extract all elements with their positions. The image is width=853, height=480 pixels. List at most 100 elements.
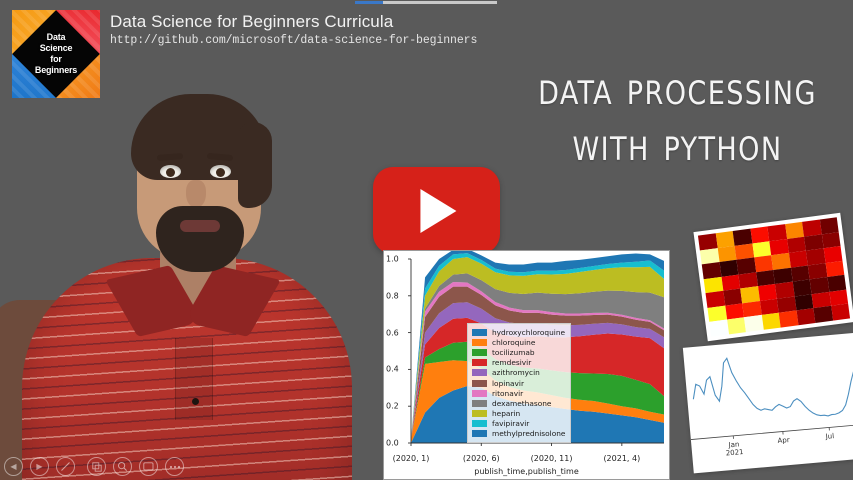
note-icon bbox=[143, 462, 154, 471]
line-chart-x-tick-label: Jul bbox=[825, 432, 835, 441]
presenter-nose bbox=[186, 180, 206, 208]
chart-x-tick: (2021, 4) bbox=[603, 454, 641, 463]
legend-item[interactable]: favipiravir bbox=[472, 419, 565, 429]
search-icon bbox=[118, 462, 127, 471]
shirt-button bbox=[192, 398, 199, 405]
line-chart-axis bbox=[690, 423, 853, 440]
legend-label: hydroxychloroquine bbox=[492, 327, 566, 337]
presenter-pupil-right bbox=[216, 168, 225, 177]
youtube-play-badge[interactable] bbox=[373, 167, 500, 254]
legend-label: favipiravir bbox=[492, 419, 530, 429]
legend-swatch bbox=[472, 399, 487, 407]
slide-title-line-1: Data Processing bbox=[538, 61, 817, 115]
legend-item[interactable]: heparin bbox=[472, 409, 565, 419]
area-band-favipiravir bbox=[411, 253, 664, 440]
legend-swatch bbox=[472, 328, 487, 336]
play-button[interactable]: ▶ bbox=[30, 457, 49, 476]
legend-swatch bbox=[472, 338, 487, 346]
legend-swatch bbox=[472, 430, 487, 438]
legend-item[interactable]: dexamethasone bbox=[472, 398, 565, 408]
legend-label: heparin bbox=[492, 409, 521, 419]
chart-legend: hydroxychloroquine chloroquine tocilizumab… bbox=[467, 323, 572, 444]
chart-y-tick: 0.6 bbox=[386, 328, 399, 338]
legend-swatch bbox=[472, 359, 487, 367]
video-progress-track[interactable] bbox=[355, 1, 497, 4]
area-band-heparin bbox=[411, 257, 664, 440]
heatmap-grid bbox=[697, 217, 851, 337]
play-icon: ▶ bbox=[36, 461, 43, 471]
area-band-lopinavir bbox=[411, 286, 664, 440]
line-chart-svg bbox=[690, 357, 853, 440]
video-progress-fill bbox=[355, 1, 384, 4]
repo-url[interactable]: http://github.com/microsoft/data-science… bbox=[110, 34, 478, 47]
legend-item[interactable]: methylprednisolone bbox=[472, 429, 565, 439]
ellipsis-icon bbox=[169, 465, 180, 468]
line-chart-series bbox=[692, 357, 853, 417]
legend-item[interactable]: remdesivir bbox=[472, 358, 565, 368]
heatmap-cell bbox=[761, 313, 781, 330]
logo-line-1: Data bbox=[46, 32, 66, 42]
slide-title: Data Processing with Python bbox=[515, 60, 839, 172]
logo-line-3: for bbox=[50, 54, 62, 64]
line-chart-x-tick: Jan 2021 bbox=[725, 440, 743, 457]
player-toolbar: ◀ ▶ bbox=[4, 457, 184, 476]
stacked-area-chart: 0.0 0.2 0.4 0.6 0.8 1.0 (2020, 1) (2020, 6) (20… bbox=[383, 250, 670, 480]
line-chart-figure: Jan 2021 Apr Jul bbox=[682, 332, 853, 474]
heatmap-cell bbox=[709, 319, 729, 337]
presenter-mouth bbox=[180, 220, 220, 232]
logo-line-2: Science bbox=[39, 43, 73, 53]
line-chart-x-tick: Jul bbox=[825, 432, 834, 441]
header: Data Science for Beginners Curricula htt… bbox=[110, 11, 477, 48]
presenter-pupil-left bbox=[166, 168, 175, 177]
legend-swatch bbox=[472, 348, 487, 356]
play-triangle-icon bbox=[419, 188, 456, 233]
chart-x-tick: (2020, 1) bbox=[392, 454, 430, 463]
copy-icon bbox=[91, 461, 102, 472]
legend-item[interactable]: chloroquine bbox=[472, 337, 565, 347]
chart-y-tick: 1.0 bbox=[386, 254, 399, 264]
heatmap-cell bbox=[726, 317, 746, 335]
heatmap-cell bbox=[796, 308, 816, 326]
line-chart-x-tick-label: Apr bbox=[777, 435, 790, 445]
previous-button[interactable]: ◀ bbox=[4, 457, 23, 476]
presenter-photo bbox=[0, 70, 375, 480]
legend-label: remdesivir bbox=[492, 358, 532, 368]
heatmap-cell bbox=[830, 303, 851, 321]
shirt-placket bbox=[175, 338, 213, 420]
legend-item[interactable]: lopinavir bbox=[472, 378, 565, 388]
line-chart-x-tick: Apr bbox=[777, 436, 790, 445]
page-title: Data Science for Beginners Curricula bbox=[110, 12, 394, 31]
presenter-beard bbox=[156, 206, 244, 272]
data-science-logo: Data Science for Beginners bbox=[12, 10, 100, 98]
heatmap-cell bbox=[778, 310, 799, 328]
legend-item[interactable]: azithromycin bbox=[472, 368, 565, 378]
logo-line-4: Beginners bbox=[34, 65, 78, 75]
legend-swatch bbox=[472, 379, 487, 387]
legend-swatch bbox=[472, 410, 487, 418]
annotate-button[interactable] bbox=[56, 457, 75, 476]
previous-icon: ◀ bbox=[10, 461, 17, 471]
legend-swatch bbox=[472, 369, 487, 377]
legend-item[interactable]: hydroxychloroquine bbox=[472, 327, 565, 337]
chart-x-tick: (2020, 11) bbox=[530, 454, 573, 463]
slide-title-line-2: with Python bbox=[572, 117, 783, 171]
heatmap-cell bbox=[813, 306, 833, 323]
chart-y-tick: 0.0 bbox=[386, 438, 399, 448]
notes-button[interactable] bbox=[139, 457, 158, 476]
chart-x-tick: (2020, 6) bbox=[462, 454, 500, 463]
more-button[interactable] bbox=[165, 457, 184, 476]
area-band-remdesivir bbox=[411, 317, 664, 440]
copy-button[interactable] bbox=[87, 457, 106, 476]
legend-label: methylprednisolone bbox=[492, 429, 566, 439]
legend-swatch bbox=[472, 420, 487, 428]
heatmap-figure bbox=[693, 212, 853, 342]
legend-item[interactable]: ritonavir bbox=[472, 388, 565, 398]
zoom-button[interactable] bbox=[113, 457, 132, 476]
legend-label: tocilizumab bbox=[492, 347, 535, 357]
area-band-methylprednisolone bbox=[411, 251, 664, 440]
legend-label: chloroquine bbox=[492, 337, 536, 347]
area-band-ritonavir bbox=[411, 282, 664, 440]
presenter-hair-side bbox=[238, 122, 272, 208]
legend-item[interactable]: tocilizumab bbox=[472, 347, 565, 357]
